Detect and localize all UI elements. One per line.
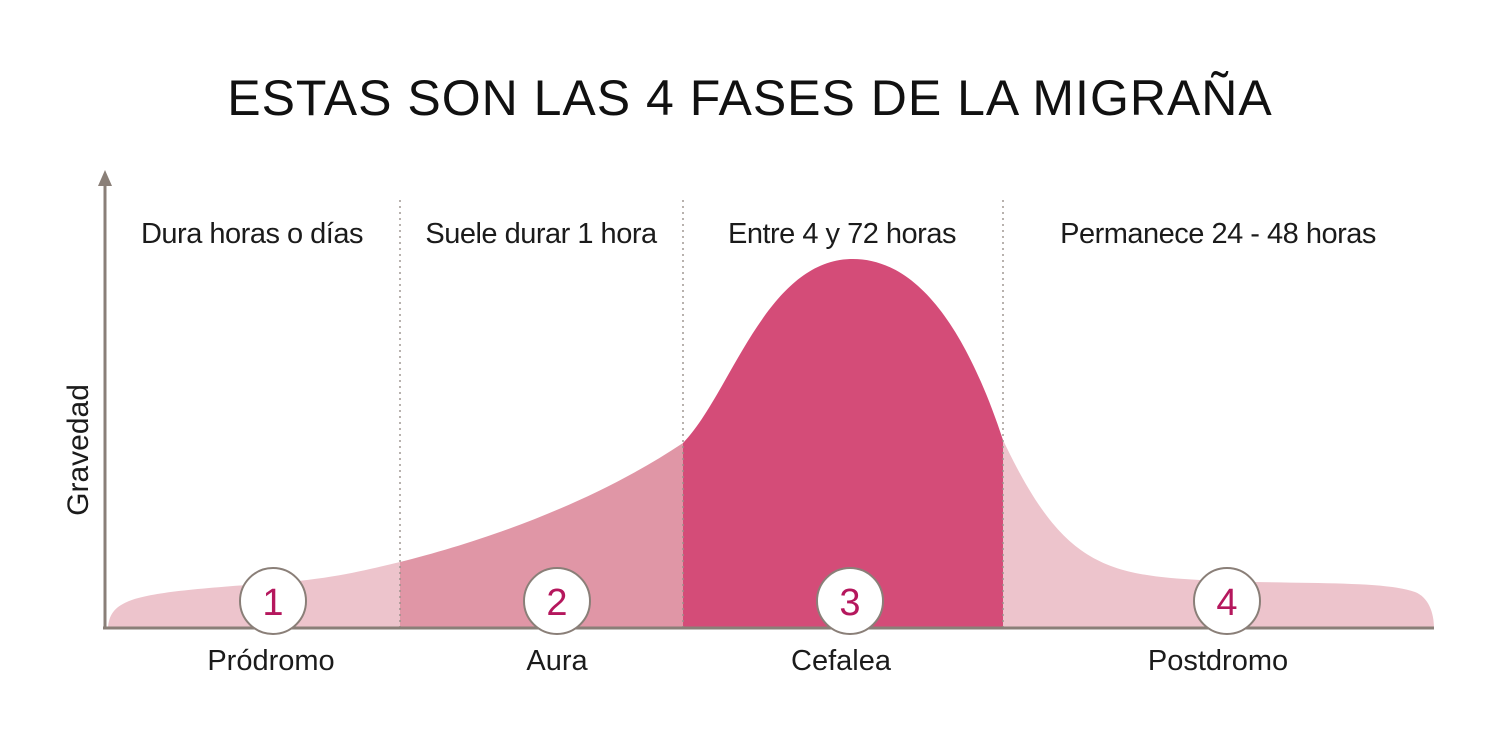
y-axis-arrow-icon (98, 170, 112, 186)
phase-1-duration: Dura horas o días (141, 218, 363, 250)
badge-2-number: 2 (546, 582, 567, 624)
phase-2-duration: Suele durar 1 hora (425, 218, 658, 250)
phase-3-area (683, 258, 1003, 628)
severity-curve (108, 258, 1434, 628)
phase-3-name: Cefalea (791, 645, 892, 677)
badge-3: 3 (816, 567, 884, 635)
badge-4-number: 4 (1216, 582, 1237, 624)
phase-badges: 1 2 3 4 (239, 567, 1261, 635)
phase-4-duration: Permanece 24 - 48 horas (1060, 218, 1376, 250)
phase-4-name: Postdromo (1148, 645, 1288, 677)
phase-4-area (1003, 440, 1434, 628)
phase-2-area (400, 443, 683, 628)
phase-names: Pródromo Aura Cefalea Postdromo (207, 645, 1288, 677)
page-title: ESTAS SON LAS 4 FASES DE LA MIGRAÑA (227, 70, 1273, 126)
badge-4: 4 (1193, 567, 1261, 635)
badge-1: 1 (239, 567, 307, 635)
badge-3-number: 3 (839, 582, 860, 624)
badge-2: 2 (523, 567, 591, 635)
phase-2-name: Aura (526, 645, 588, 677)
duration-labels: Dura horas o días Suele durar 1 hora Ent… (141, 218, 1376, 250)
phase-1-name: Pródromo (207, 645, 334, 677)
badge-1-number: 1 (262, 582, 283, 624)
phase-3-duration: Entre 4 y 72 horas (728, 218, 956, 250)
y-axis-label: Gravedad (62, 384, 95, 516)
